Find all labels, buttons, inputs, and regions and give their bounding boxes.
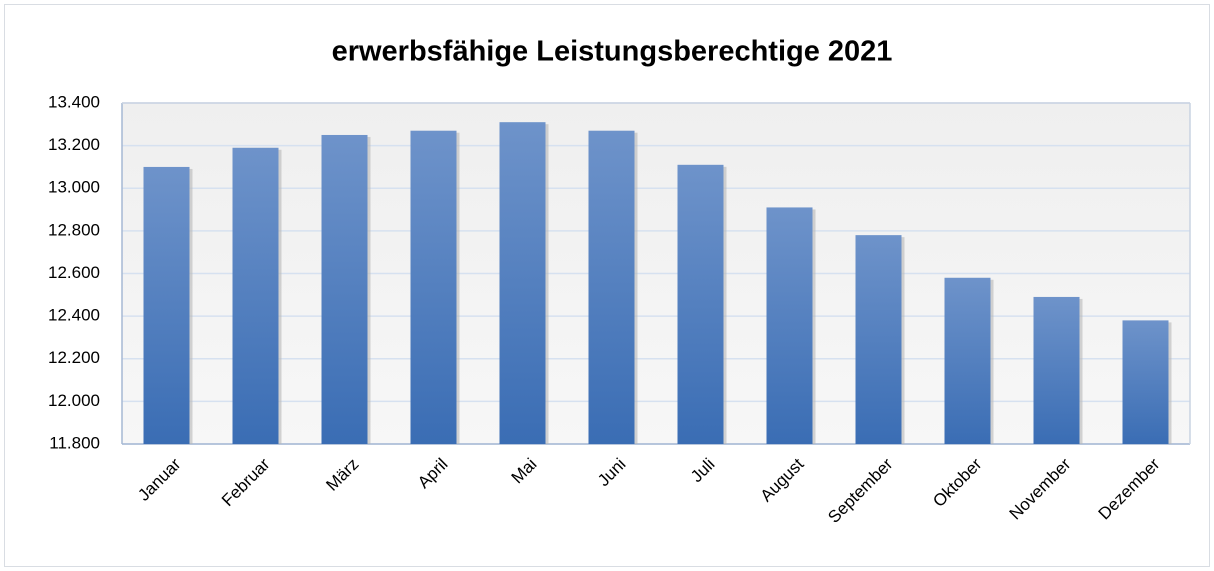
y-tick-label: 11.800 <box>49 433 100 452</box>
y-tick-label: 13.200 <box>48 135 100 154</box>
bar <box>766 207 813 444</box>
y-tick-label: 12.400 <box>48 306 100 325</box>
bar <box>499 122 546 445</box>
bar <box>410 130 457 445</box>
bar <box>1033 296 1080 444</box>
bar <box>232 147 279 444</box>
y-tick-label: 13.400 <box>48 92 100 111</box>
bar <box>588 130 635 445</box>
bar <box>143 166 190 444</box>
bar <box>855 235 902 444</box>
y-tick-label: 13.000 <box>48 178 100 197</box>
y-tick-label: 12.200 <box>48 348 100 367</box>
y-tick-label: 12.600 <box>48 263 100 282</box>
bar <box>1122 320 1169 444</box>
y-tick-label: 12.000 <box>48 391 100 410</box>
y-tick-label: 12.800 <box>48 220 100 239</box>
bar <box>321 134 368 444</box>
bar <box>677 164 724 444</box>
chart-title: erwerbsfähige Leistungsberechtige 2021 <box>332 36 893 68</box>
bar <box>944 277 991 444</box>
